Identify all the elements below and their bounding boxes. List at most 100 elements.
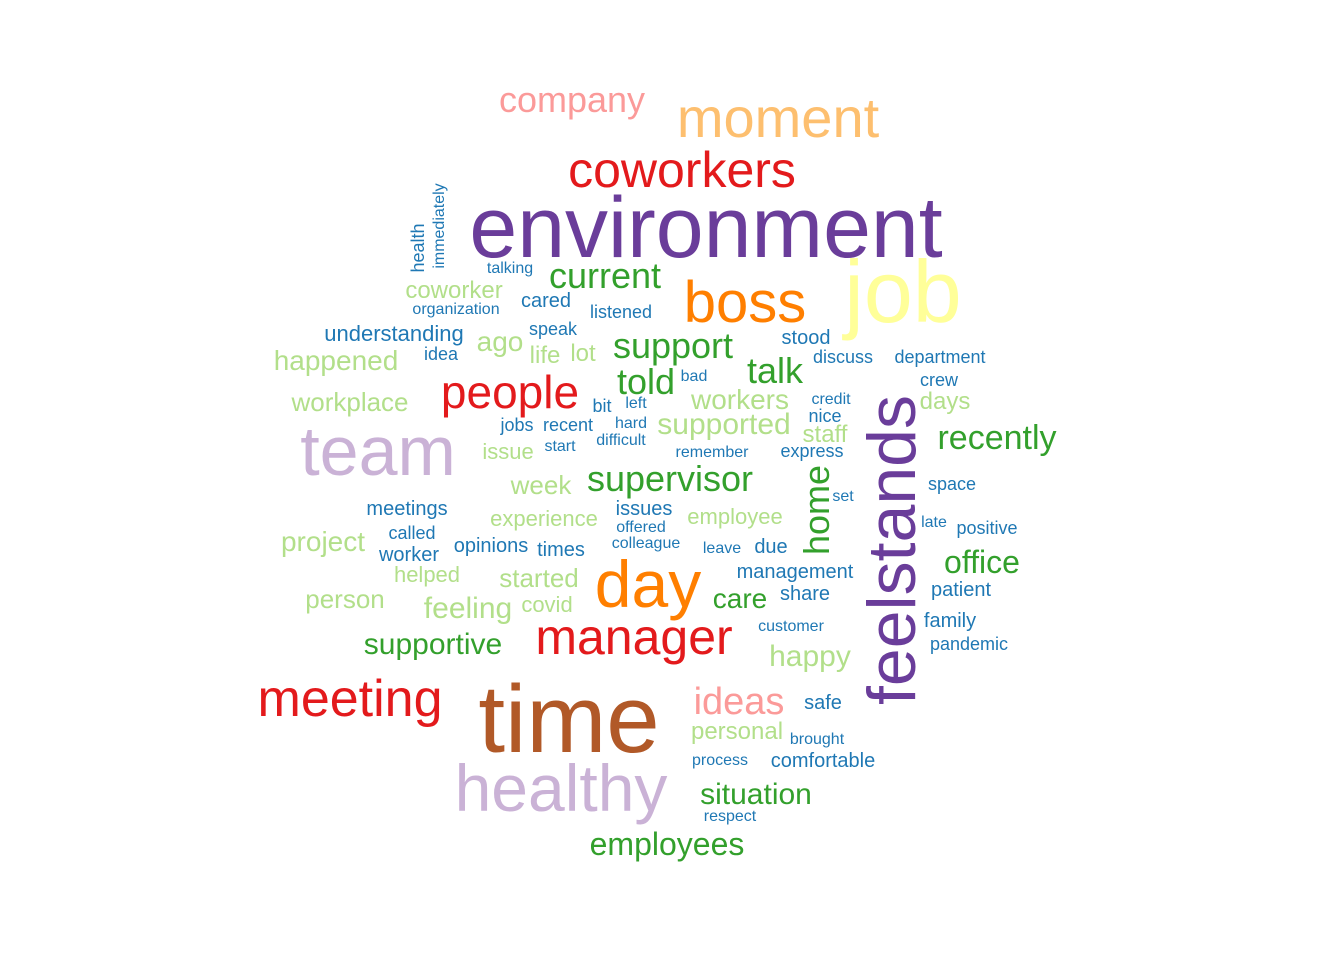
word-safe: safe: [804, 692, 842, 714]
word-discuss: discuss: [812, 347, 874, 367]
word-remember: remember: [675, 444, 749, 461]
word-stood: stood: [781, 327, 831, 349]
word-brought: brought: [789, 731, 845, 748]
word-supportive: supportive: [363, 628, 503, 661]
word-express: express: [780, 441, 844, 461]
word-comfortable: comfortable: [770, 750, 876, 772]
word-care: care: [712, 583, 768, 614]
word-started: started: [499, 563, 579, 593]
word-issues: issues: [615, 498, 673, 520]
word-nice: nice: [808, 406, 842, 426]
word-hard: hard: [614, 415, 648, 432]
word-talking: talking: [486, 260, 534, 277]
word-people: people: [440, 366, 580, 418]
word-days: days: [919, 388, 971, 415]
word-coworker: coworker: [405, 277, 503, 304]
word-home: home: [796, 464, 837, 556]
word-environment: environment: [469, 180, 943, 276]
word-moment: moment: [676, 86, 880, 149]
word-meetings: meetings: [366, 498, 448, 520]
word-experience: experience: [490, 506, 598, 531]
word-cared: cared: [520, 290, 572, 312]
word-set: set: [832, 488, 854, 505]
word-employee: employee: [687, 504, 783, 529]
word-called: called: [388, 523, 436, 543]
word-credit: credit: [811, 391, 851, 408]
word-covid: covid: [521, 592, 573, 617]
word-space: space: [927, 474, 977, 494]
word-happy: happy: [769, 640, 851, 673]
word-process: process: [691, 752, 749, 769]
word-team: team: [300, 412, 456, 490]
word-week: week: [510, 470, 572, 500]
word-bad: bad: [680, 368, 708, 385]
word-department: department: [894, 347, 986, 367]
word-recent: recent: [542, 415, 594, 435]
word-understanding: understanding: [324, 321, 464, 346]
word-day: day: [594, 547, 702, 621]
word-company: company: [498, 79, 646, 120]
word-boss: boss: [683, 270, 807, 335]
word-feeling: feeling: [423, 592, 513, 625]
word-difficult: difficult: [596, 432, 646, 449]
word-coworkers: coworkers: [568, 142, 796, 198]
word-health: health: [408, 223, 428, 273]
word-workplace: workplace: [291, 387, 409, 417]
word-life: life: [529, 342, 561, 369]
word-situation: situation: [700, 778, 812, 811]
word-personal: personal: [690, 718, 784, 745]
word-opinions: opinions: [453, 535, 529, 557]
word-ideas: ideas: [693, 681, 785, 723]
word-recently: recently: [937, 419, 1057, 457]
word-office: office: [944, 544, 1020, 580]
word-support: support: [612, 325, 734, 366]
word-organization: organization: [412, 301, 500, 318]
word-pandemic: pandemic: [929, 634, 1009, 654]
word-workers: workers: [690, 384, 790, 415]
word-issue: issue: [482, 439, 534, 464]
word-colleague: colleague: [611, 535, 681, 552]
word-healthy: healthy: [454, 751, 668, 825]
word-employees: employees: [589, 826, 745, 862]
word-worker: worker: [378, 544, 440, 566]
word-crew: crew: [919, 370, 959, 390]
word-due: due: [754, 536, 788, 558]
word-project: project: [280, 526, 366, 557]
word-times: times: [537, 539, 585, 561]
word-meeting: meeting: [257, 670, 443, 728]
word-time: time: [478, 666, 660, 773]
word-told: told: [616, 361, 676, 402]
word-idea: idea: [423, 344, 459, 364]
word-patient: patient: [930, 579, 992, 601]
word-helped: helped: [393, 562, 461, 587]
word-share: share: [779, 583, 831, 605]
word-leave: leave: [702, 540, 742, 557]
word-jobs: jobs: [500, 415, 534, 435]
word-left: left: [625, 395, 647, 412]
word-start: start: [544, 438, 576, 455]
word-staff: staff: [802, 421, 848, 448]
word-offered: offered: [616, 519, 666, 536]
word-late: late: [921, 514, 947, 531]
word-ago: ago: [476, 326, 524, 357]
word-manager: manager: [535, 609, 733, 665]
word-positive: positive: [956, 518, 1018, 538]
word-family: family: [923, 610, 977, 632]
word-bit: bit: [592, 396, 612, 416]
word-happened: happened: [273, 345, 399, 376]
word-job: job: [844, 242, 962, 341]
word-feelstands: feelstands: [854, 395, 930, 705]
word-immediately: immediately: [431, 183, 448, 269]
word-customer: customer: [758, 618, 824, 635]
word-supervisor: supervisor: [586, 458, 754, 499]
word-person: person: [305, 584, 385, 614]
word-supported: supported: [657, 408, 791, 441]
word-respect: respect: [703, 808, 757, 825]
word-talk: talk: [746, 350, 804, 391]
word-lot: lot: [570, 340, 596, 367]
word-listened: listened: [589, 302, 653, 322]
word-speak: speak: [528, 319, 578, 339]
word-current: current: [548, 255, 662, 296]
word-management: management: [736, 561, 854, 583]
